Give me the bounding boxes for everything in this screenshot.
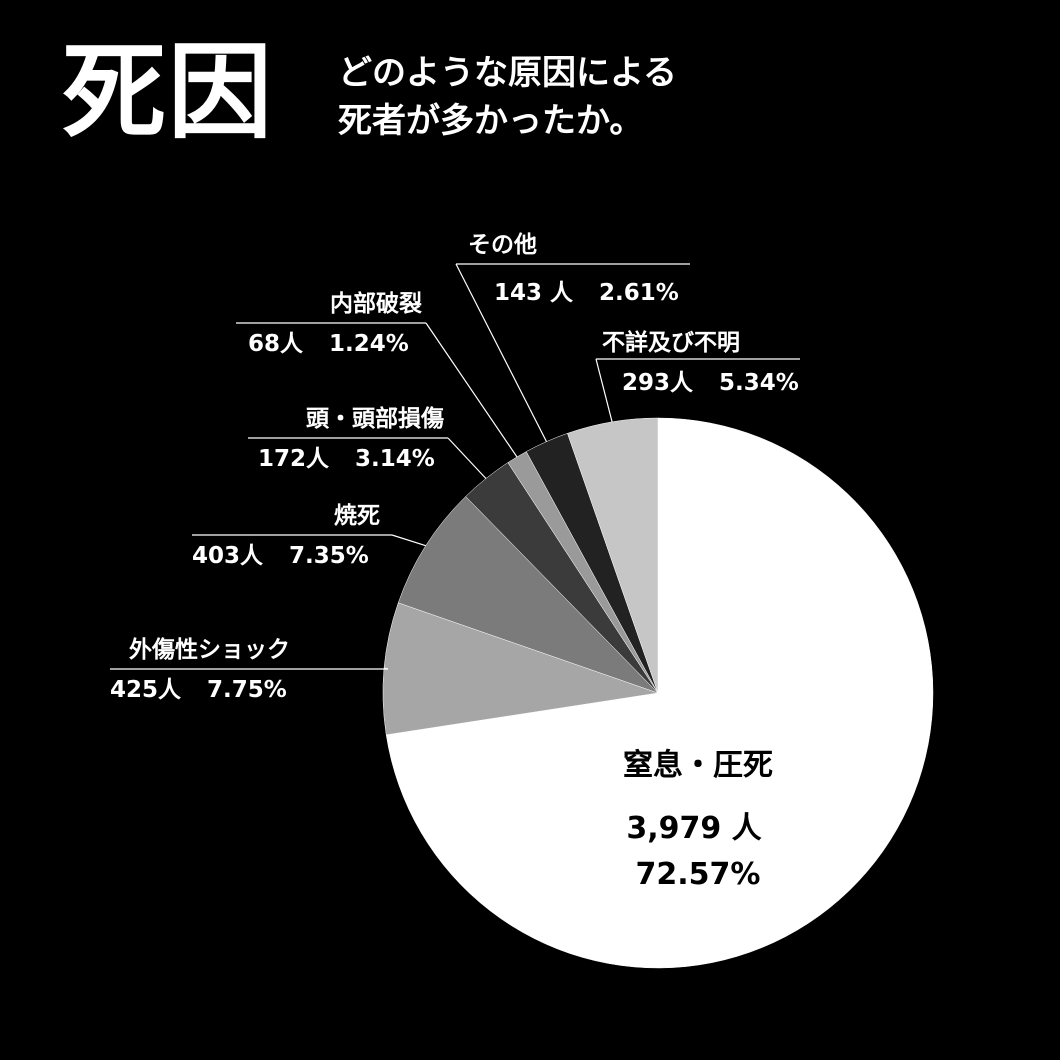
page-title: 死因 <box>62 31 275 153</box>
slice-count: 143 人 <box>494 280 574 306</box>
slice-count: 68人 <box>248 331 304 357</box>
slice-value-label: 403人 7.35% <box>192 543 369 569</box>
slice-count: 172人 <box>258 446 330 472</box>
leader-line <box>383 667 389 670</box>
slice-label: 不詳及び不明 <box>602 329 740 356</box>
slice-percent: 5.34% <box>719 370 799 396</box>
pie-slice <box>382 602 659 736</box>
slice-value-label: 293人 5.34% <box>622 370 799 396</box>
pie-slice <box>397 496 659 694</box>
slice-label: 内部破裂 <box>330 290 422 317</box>
slice-count: 425人 <box>110 677 182 703</box>
leader-line <box>391 534 426 547</box>
pie-slice <box>567 417 659 694</box>
leader-line <box>595 358 613 423</box>
slice-label: その他 <box>468 232 537 258</box>
slice-count: 403人 <box>192 543 264 569</box>
leader-line <box>425 322 518 458</box>
leader-line <box>455 263 548 442</box>
slice-value-label: 172人 3.14% <box>258 446 435 472</box>
leader-line <box>447 437 487 479</box>
main-slice-label: 窒息・圧死 <box>623 748 773 783</box>
main-slice-percent: 72.57% <box>636 857 761 892</box>
slice-percent: 7.75% <box>207 677 287 703</box>
pie-slice <box>385 417 934 969</box>
main-slice-count: 3,979 人 <box>626 811 761 846</box>
slice-count: 293人 <box>622 370 694 396</box>
slice-label: 焼死 <box>334 502 380 529</box>
slice-label: 頭・頭部損傷 <box>306 405 444 432</box>
page-subtitle-line-1: どのような原因による <box>338 53 677 93</box>
slice-percent: 2.61% <box>599 280 679 306</box>
slice-value-label: 68人 1.24% <box>248 331 409 357</box>
slice-value-label: 143 人 2.61% <box>494 280 679 306</box>
slice-label: 外傷性ショック <box>129 636 290 663</box>
slice-percent: 7.35% <box>289 543 369 569</box>
slice-percent: 3.14% <box>355 446 435 472</box>
slice-percent: 1.24% <box>329 331 409 357</box>
page-subtitle-line-2: 死者が多かったか。 <box>338 101 644 141</box>
slice-value-label: 425人 7.75% <box>110 677 287 703</box>
